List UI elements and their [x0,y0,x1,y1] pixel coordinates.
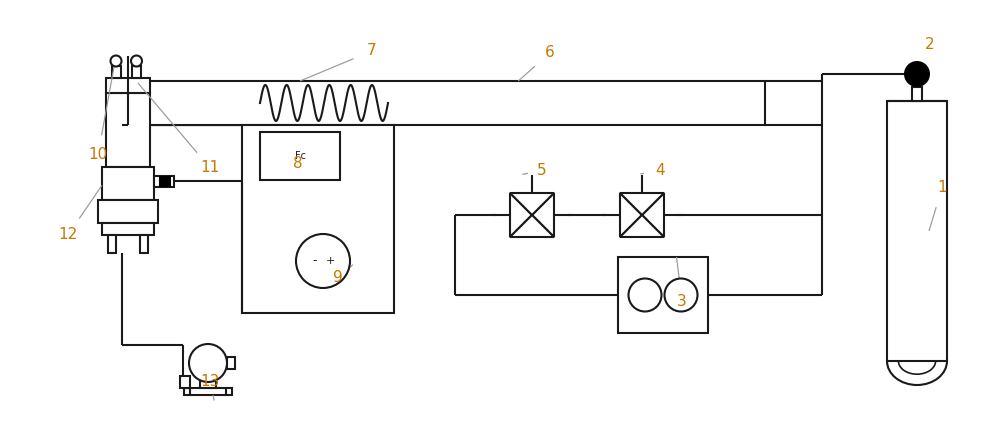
Polygon shape [532,193,554,237]
Bar [106,78,150,93]
Polygon shape [620,193,664,215]
Circle shape [110,55,122,66]
Polygon shape [510,215,554,237]
Polygon shape [620,215,664,237]
Text: 7: 7 [367,43,377,58]
Bar [154,176,174,187]
Text: 13: 13 [200,373,220,389]
Text: Fc: Fc [294,151,306,161]
Bar [112,66,121,78]
Text: 8: 8 [293,155,303,171]
Text: 10: 10 [88,148,108,163]
Circle shape [296,234,350,288]
Bar [184,388,232,395]
Bar [102,167,154,200]
Bar [180,376,190,388]
Text: 2: 2 [925,38,935,53]
Bar [160,177,170,186]
Text: +: + [325,256,335,266]
Text: 3: 3 [677,294,687,308]
Bar [260,132,340,180]
Bar [132,66,141,78]
Text: 5: 5 [537,163,547,179]
Polygon shape [510,193,532,237]
Text: -: - [313,254,317,268]
Bar [102,223,154,235]
Circle shape [904,61,930,87]
Bar [912,87,922,101]
Text: 11: 11 [200,160,220,175]
Text: 9: 9 [333,271,343,285]
Bar [618,257,708,333]
Bar [887,101,947,361]
Polygon shape [620,193,642,237]
Text: 6: 6 [545,46,555,61]
Bar [148,81,765,125]
Text: 4: 4 [655,163,665,179]
Bar [200,376,216,388]
Circle shape [189,344,227,382]
Text: 1: 1 [937,180,947,195]
Bar [108,235,116,253]
Bar [242,125,394,313]
Bar [140,235,148,253]
Bar [106,93,150,167]
Circle shape [628,279,661,311]
Circle shape [664,279,698,311]
Bar [98,200,158,223]
Circle shape [131,55,142,66]
Bar [227,357,235,369]
Polygon shape [510,193,554,215]
Polygon shape [642,193,664,237]
Text: 12: 12 [58,228,78,242]
